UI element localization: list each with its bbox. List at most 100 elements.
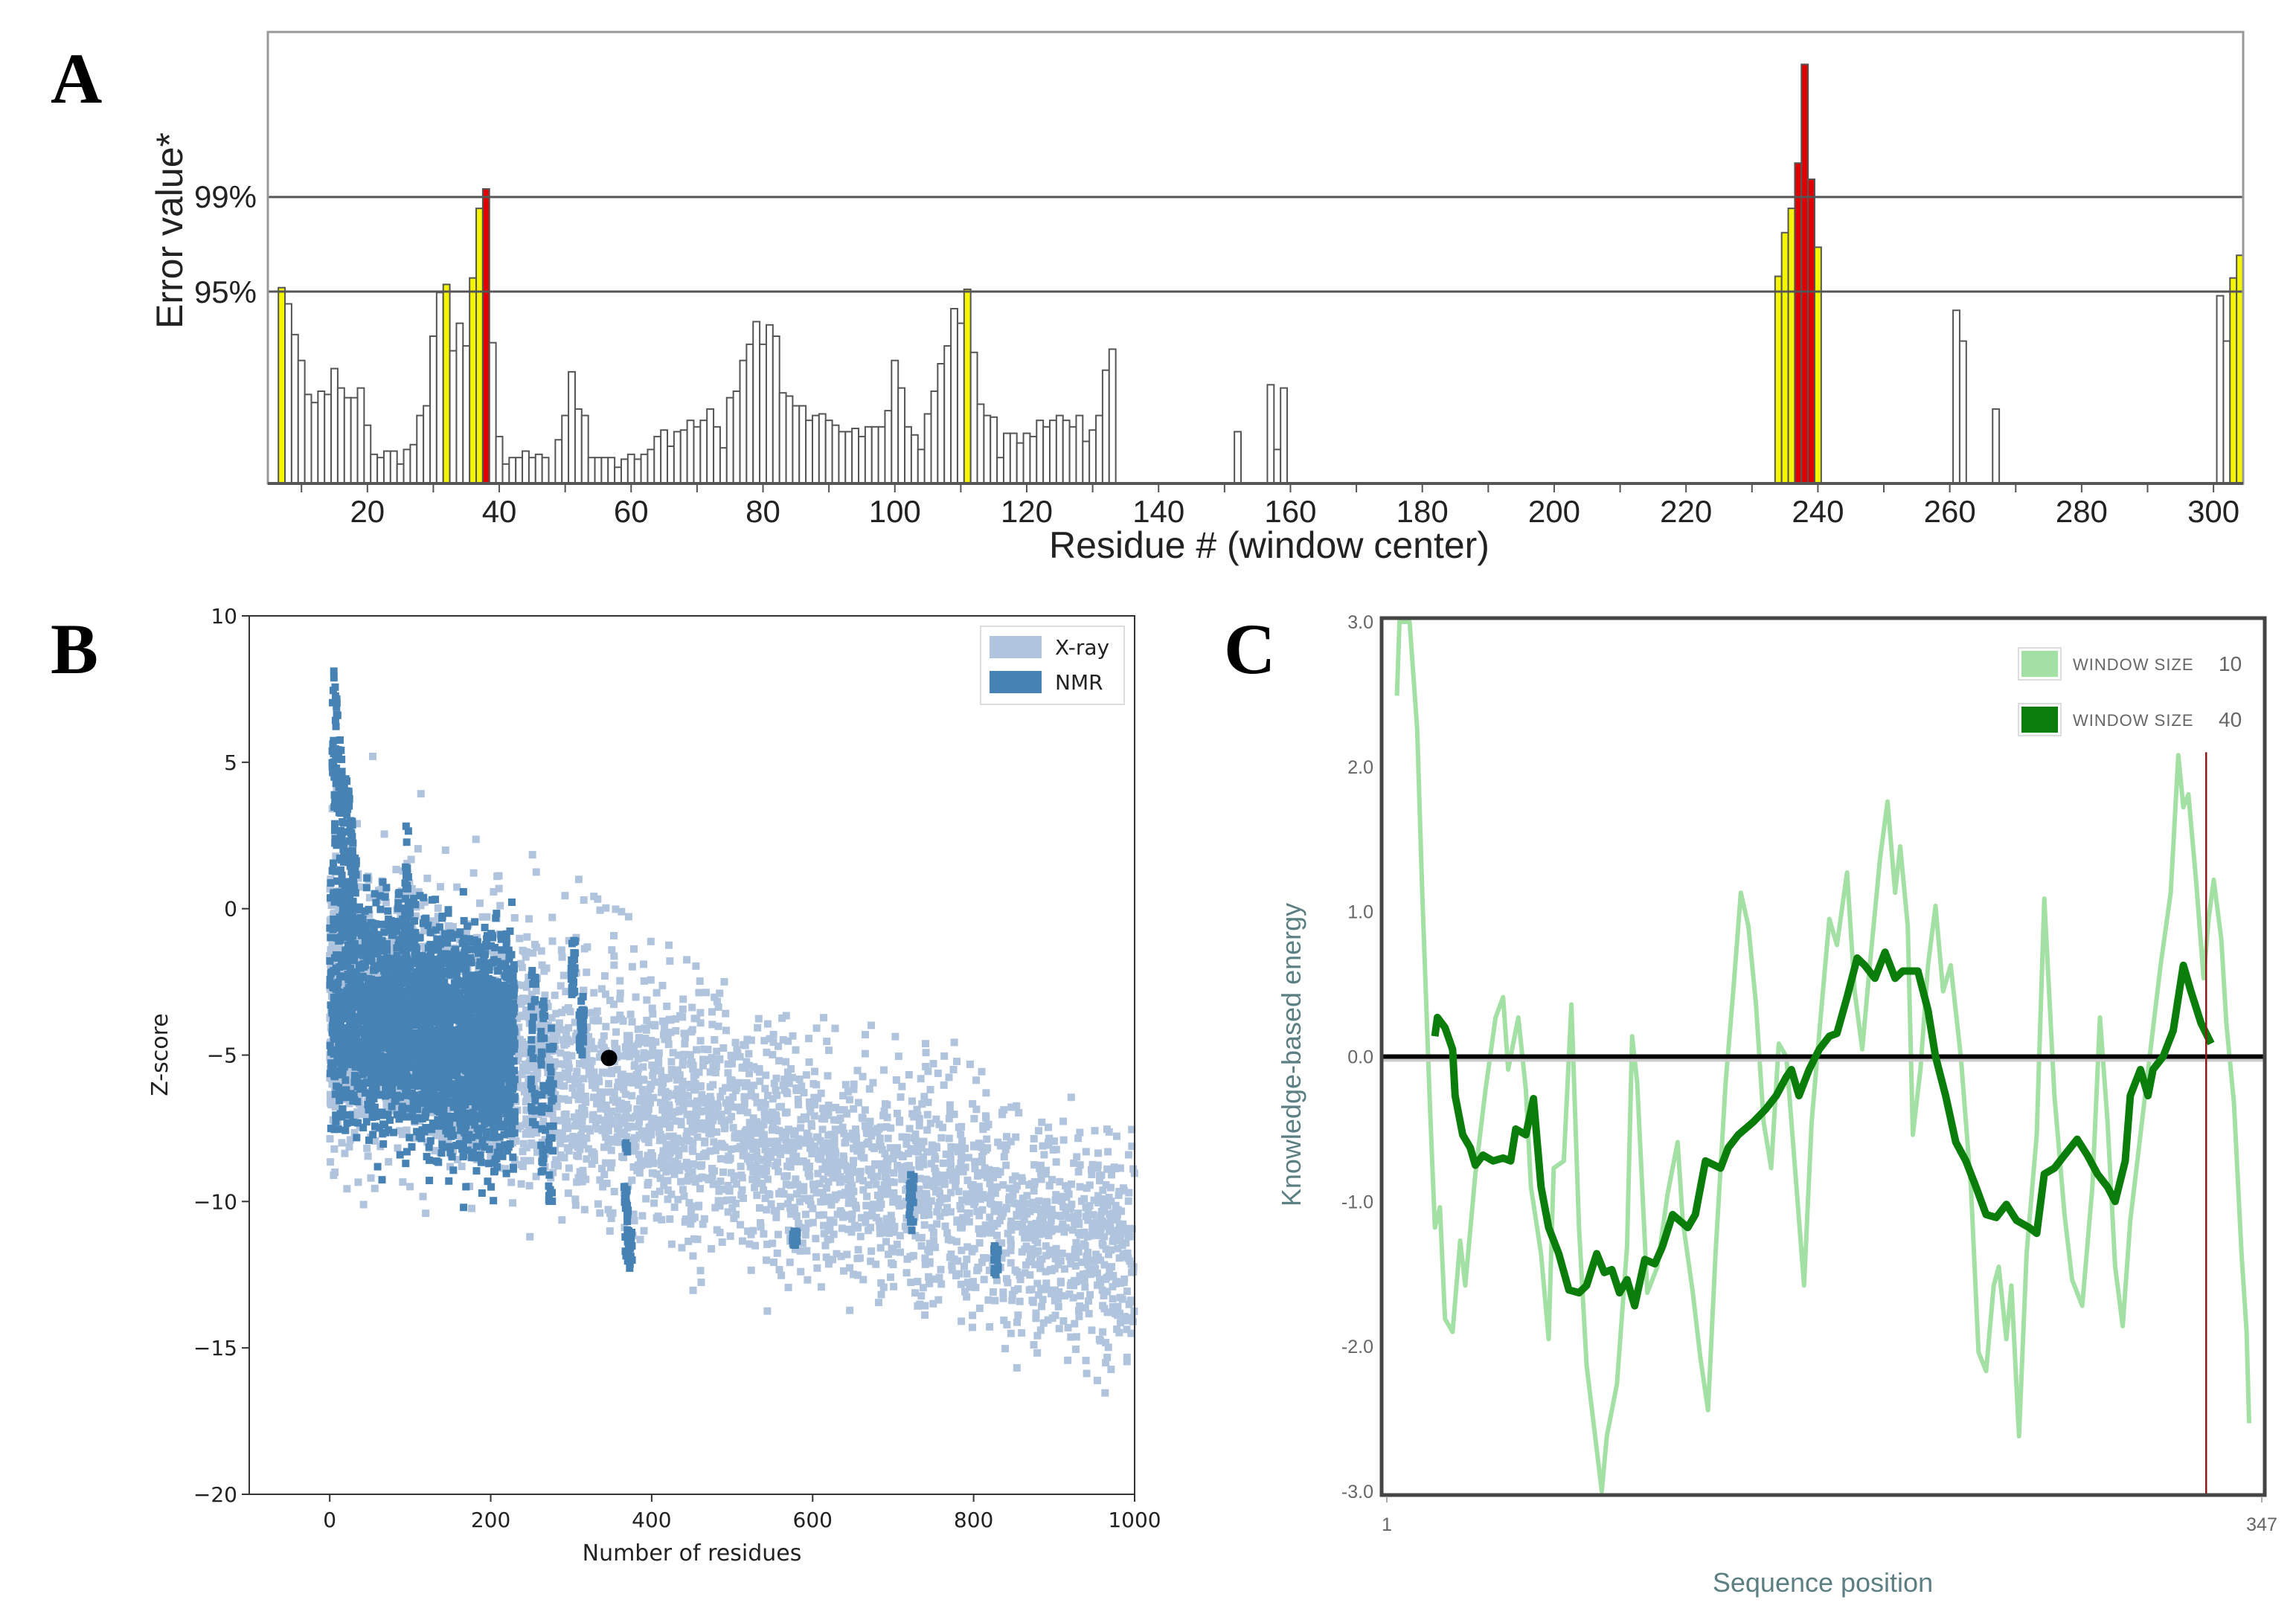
xray-point bbox=[1097, 1212, 1105, 1220]
a-bar-residue-59 bbox=[620, 458, 629, 485]
xray-point bbox=[713, 997, 721, 1006]
xray-point bbox=[1000, 1317, 1008, 1325]
xray-point bbox=[1002, 1203, 1010, 1212]
xray-point bbox=[853, 1067, 862, 1075]
xray-point bbox=[1115, 1187, 1123, 1195]
xray-point bbox=[697, 1119, 705, 1127]
xray-point bbox=[625, 1036, 633, 1044]
xray-point bbox=[691, 1070, 699, 1079]
xray-point bbox=[679, 1005, 687, 1013]
xray-point bbox=[580, 1141, 588, 1149]
xray-point bbox=[588, 1075, 596, 1083]
xray-point bbox=[655, 1187, 664, 1195]
xray-point bbox=[975, 1225, 983, 1233]
xray-point bbox=[972, 1105, 981, 1113]
xray-point bbox=[1036, 1326, 1045, 1334]
xray-point bbox=[560, 1154, 568, 1162]
xray-point bbox=[359, 1200, 368, 1209]
xray-point bbox=[696, 1009, 705, 1017]
xray-point bbox=[822, 1253, 830, 1261]
xray-point bbox=[865, 1181, 873, 1189]
xray-point bbox=[1051, 1196, 1059, 1204]
xray-point bbox=[642, 1026, 650, 1034]
xray-point bbox=[649, 1010, 657, 1018]
xray-point bbox=[1086, 1202, 1094, 1210]
xray-point bbox=[632, 993, 640, 1001]
xray-point bbox=[680, 1093, 688, 1101]
xray-point bbox=[763, 1206, 771, 1214]
xray-point bbox=[1086, 1232, 1094, 1240]
xray-point bbox=[894, 1144, 902, 1152]
xray-point bbox=[929, 1228, 937, 1236]
a-ytick-95: 95% bbox=[194, 274, 257, 309]
xray-point bbox=[1060, 1265, 1068, 1273]
xray-point bbox=[963, 1256, 971, 1264]
xray-point bbox=[871, 1160, 879, 1169]
xray-point bbox=[640, 1049, 648, 1057]
xray-point bbox=[1080, 1228, 1088, 1236]
xray-point bbox=[696, 1185, 704, 1193]
xray-point bbox=[986, 1180, 994, 1188]
xray-point bbox=[684, 1237, 693, 1245]
a-bar-residue-103 bbox=[910, 434, 919, 485]
xray-point bbox=[699, 1125, 707, 1133]
xray-point bbox=[1058, 1250, 1066, 1258]
xray-point bbox=[920, 1093, 929, 1101]
xray-point bbox=[532, 868, 540, 876]
xray-point bbox=[1086, 1290, 1094, 1299]
xray-point bbox=[751, 1093, 760, 1101]
xray-point bbox=[838, 1123, 847, 1131]
xray-point bbox=[518, 1042, 526, 1050]
xray-point bbox=[419, 942, 427, 951]
xray-point bbox=[1007, 1329, 1015, 1337]
xray-point bbox=[1021, 1207, 1029, 1215]
xray-point bbox=[756, 1077, 764, 1085]
xray-point bbox=[993, 1276, 1001, 1285]
xray-point bbox=[999, 1181, 1007, 1189]
xray-point bbox=[613, 1113, 621, 1121]
a-bar-residue-120 bbox=[1022, 432, 1031, 484]
xray-point bbox=[699, 1220, 707, 1228]
xray-point bbox=[1074, 1229, 1083, 1237]
xray-point bbox=[869, 1079, 877, 1087]
xray-point bbox=[524, 1061, 532, 1070]
xray-point bbox=[519, 981, 527, 989]
xray-point bbox=[734, 1103, 742, 1111]
a-xtick-label: 180 bbox=[1396, 494, 1449, 529]
xray-point bbox=[1040, 1151, 1048, 1159]
xray-point bbox=[610, 1187, 618, 1195]
xray-point bbox=[1071, 1346, 1080, 1354]
xray-point bbox=[616, 977, 624, 985]
xray-point bbox=[720, 977, 728, 986]
xray-point bbox=[380, 830, 388, 838]
xray-point bbox=[879, 1066, 888, 1074]
xray-point bbox=[599, 1183, 607, 1191]
xray-point bbox=[495, 872, 503, 880]
xray-point bbox=[719, 1197, 728, 1205]
xray-point bbox=[689, 1160, 697, 1169]
xray-point bbox=[887, 1177, 895, 1186]
xray-point bbox=[805, 1197, 813, 1205]
xray-point bbox=[1067, 1256, 1075, 1264]
xray-point bbox=[971, 1165, 979, 1173]
xray-point bbox=[907, 1147, 915, 1155]
xray-point bbox=[867, 1021, 875, 1029]
xray-point bbox=[1070, 1212, 1078, 1221]
xray-point bbox=[478, 913, 487, 921]
xray-point bbox=[457, 1135, 465, 1143]
a-bar-residue-28 bbox=[416, 414, 425, 484]
xray-point bbox=[603, 1126, 612, 1134]
xray-point bbox=[747, 1092, 755, 1100]
xray-point bbox=[924, 1246, 932, 1254]
xray-point bbox=[796, 1247, 804, 1255]
xray-point bbox=[670, 1203, 679, 1212]
xray-point bbox=[809, 1204, 817, 1212]
xray-point bbox=[560, 1095, 568, 1103]
xray-point bbox=[543, 1090, 551, 1099]
xray-point bbox=[367, 1174, 375, 1182]
xray-point bbox=[877, 1279, 885, 1287]
xray-point bbox=[1076, 1161, 1084, 1169]
xray-point bbox=[740, 1195, 748, 1203]
xray-point bbox=[510, 913, 519, 922]
xray-point bbox=[939, 1159, 947, 1167]
